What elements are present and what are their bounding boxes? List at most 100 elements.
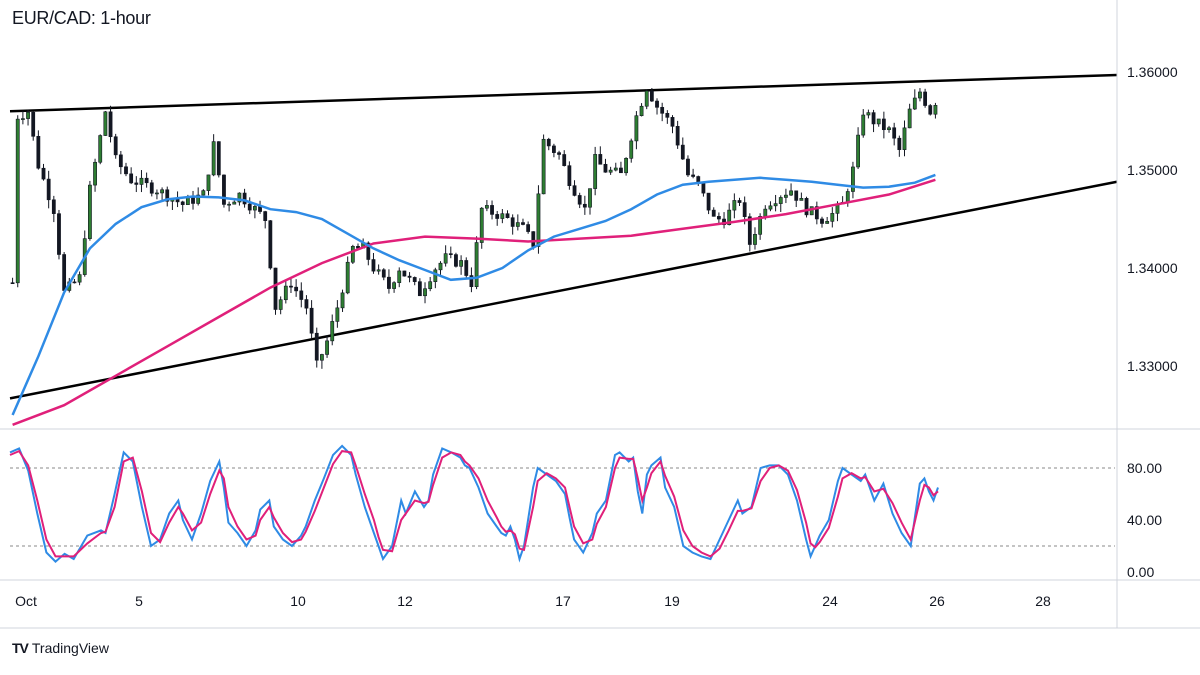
candle-down	[670, 117, 675, 127]
candle-up	[15, 118, 20, 284]
candle-down	[299, 290, 304, 300]
candle-up	[438, 262, 443, 271]
candle-up	[103, 111, 108, 136]
candle-down	[57, 213, 61, 255]
candle-down	[567, 165, 572, 186]
candle-down	[454, 254, 458, 267]
candle-down	[572, 185, 577, 196]
candle-down	[417, 281, 422, 297]
candle-up	[727, 209, 732, 225]
candle-down	[31, 111, 36, 137]
time-axis-tick-label: 5	[135, 593, 143, 609]
candle-up	[912, 97, 917, 110]
candle-down	[598, 154, 603, 165]
candle-up	[613, 167, 618, 171]
candle-down	[495, 214, 500, 219]
price-axis-tick-label: 1.35000	[1127, 162, 1178, 178]
candle-up	[139, 177, 144, 185]
candle-up	[20, 118, 25, 120]
trendlines	[9, 73, 1118, 400]
candle-down	[402, 270, 407, 277]
candle-up	[825, 221, 830, 224]
candle-down	[742, 202, 747, 217]
candle-down	[897, 137, 902, 150]
candle-down	[273, 267, 278, 310]
candle-down	[129, 173, 134, 184]
candle-down	[46, 178, 51, 201]
candle-up	[732, 200, 737, 211]
tradingview-logo-icon: TV	[12, 640, 29, 656]
candle-down	[51, 199, 56, 214]
candle-down	[314, 332, 319, 361]
price-axis-tick-label: 1.36000	[1127, 64, 1178, 80]
candle-up	[773, 203, 778, 207]
time-axis-tick-label: 10	[290, 593, 306, 609]
candle-down	[820, 218, 824, 224]
candle-up	[629, 140, 634, 159]
candle-down	[562, 154, 567, 166]
tradingview-brand: TradingView	[31, 640, 109, 656]
candle-up	[918, 91, 922, 99]
candle-down	[62, 254, 67, 291]
candle-down	[655, 100, 659, 108]
candle-up	[345, 261, 350, 294]
candle-down	[448, 253, 453, 255]
candle-up	[845, 191, 850, 203]
candle-down	[412, 277, 417, 282]
stochastic-k-line	[9, 444, 939, 563]
candle-down	[696, 176, 701, 183]
candle-down	[464, 260, 469, 276]
candle-down	[680, 144, 685, 160]
candle-up	[325, 340, 329, 355]
candle-down	[737, 200, 742, 203]
candle-down	[557, 152, 561, 155]
candle-down	[881, 118, 886, 131]
candle-down	[289, 285, 293, 288]
candle-down	[510, 217, 515, 227]
candle-up	[758, 216, 763, 235]
candle-up	[232, 201, 237, 205]
stochastic-axis-tick-label: 80.00	[1127, 460, 1162, 476]
candle-up	[459, 260, 464, 267]
candle-up	[350, 246, 355, 263]
sma-slow-line	[12, 178, 936, 426]
candle-down	[686, 158, 690, 176]
stochastic-d-line	[9, 449, 939, 558]
candle-up	[227, 203, 232, 206]
candle-down	[716, 216, 721, 220]
stochastic-axis-tick-label: 0.00	[1127, 564, 1154, 580]
candle-up	[376, 269, 381, 272]
candle-down	[526, 224, 531, 232]
axes: 1.36000 1.35000 1.34000 1.33000 80.00 40.00 0.…	[0, 0, 1200, 629]
candle-down	[665, 113, 670, 118]
candle-down	[928, 105, 933, 115]
candle-down	[381, 269, 386, 278]
stochastic-axis-tick-label: 40.00	[1127, 512, 1162, 528]
candle-down	[247, 203, 252, 211]
time-axis-tick-label: 19	[664, 593, 680, 609]
candle-up	[278, 299, 283, 310]
candle-down	[180, 201, 185, 205]
candle-up	[778, 197, 783, 204]
candle-down	[711, 209, 716, 217]
candle-up	[768, 205, 773, 210]
candle-down	[407, 275, 412, 278]
candle-down	[371, 259, 376, 272]
stochastic-pane-grid	[10, 467, 1115, 547]
candle-down	[747, 216, 752, 245]
candle-up	[335, 307, 340, 322]
candle-up	[887, 127, 891, 131]
candle-up	[933, 105, 938, 115]
candle-up	[397, 270, 402, 283]
candle-up	[474, 242, 479, 288]
tradingview-watermark[interactable]: TV TradingView	[12, 640, 109, 656]
stochastic-series	[9, 444, 939, 563]
candle-down	[36, 135, 41, 169]
candle-up	[98, 135, 103, 163]
candle-up	[196, 194, 201, 204]
candle-down	[242, 192, 247, 205]
candle-up	[392, 282, 396, 289]
candle-up	[155, 192, 159, 195]
candle-up	[340, 292, 345, 309]
